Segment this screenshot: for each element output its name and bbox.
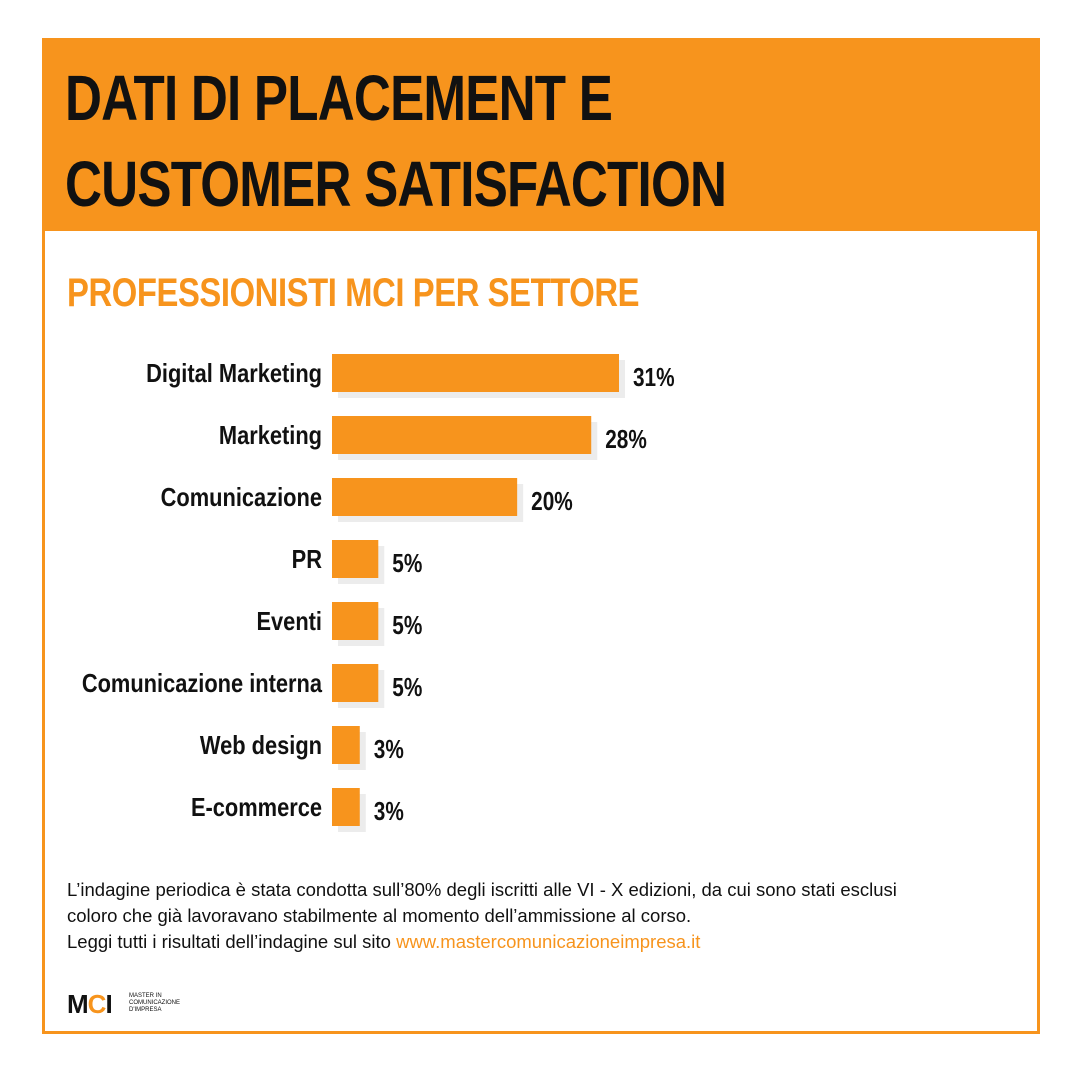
value-label: 28% [605, 425, 647, 454]
note-line-3: Leggi tutti i risultati dell’indagine su… [67, 929, 1027, 955]
bar [332, 478, 518, 516]
category-label: Comunicazione [161, 483, 322, 512]
value-label: 20% [531, 487, 573, 516]
bar [332, 726, 360, 764]
value-label: 5% [392, 611, 422, 640]
value-label: 3% [374, 735, 404, 764]
value-label: 5% [392, 549, 422, 578]
title-line-2: CUSTOMER SATISFACTION [65, 148, 727, 220]
header-banner: DATI DI PLACEMENT E CUSTOMER SATISFACTIO… [45, 41, 1037, 231]
note-line-1: L’indagine periodica è stata condotta su… [67, 879, 897, 900]
value-label: 31% [633, 363, 675, 392]
value-label: 5% [392, 673, 422, 702]
bar-chart: Digital Marketing 31% Marketing 28% Comunica… [82, 354, 675, 832]
logo-text: MASTER IN COMUNICAZIONE D'IMPRESA [129, 993, 180, 1013]
category-label: Eventi [256, 607, 322, 636]
title-line-1: DATI DI PLACEMENT E [65, 62, 613, 134]
logo-letter-c: C [87, 989, 107, 1019]
note-line-3-text: Leggi tutti i risultati dell’indagine su… [67, 931, 397, 952]
bar [332, 416, 592, 454]
logo-letter-i: I [105, 989, 112, 1019]
category-label: Digital Marketing [146, 359, 322, 388]
site-link[interactable]: www.mastercomunicazioneimpresa.it [396, 931, 701, 952]
category-label: PR [292, 545, 322, 574]
bar [332, 664, 379, 702]
note-line-2: coloro che già lavoravano stabilmente al… [67, 905, 692, 926]
logo-mark: MCI [67, 989, 113, 1020]
bar [332, 354, 619, 392]
infographic-frame: DATI DI PLACEMENT E CUSTOMER SATISFACTIO… [42, 38, 1040, 1034]
category-label: Marketing [219, 421, 322, 450]
chart-title: PROFESSIONISTI MCI PER SETTORE [67, 271, 640, 315]
logo-letter-m: M [67, 989, 89, 1019]
value-label: 3% [374, 797, 404, 826]
bar [332, 540, 379, 578]
category-label: E-commerce [191, 793, 322, 822]
bar [332, 602, 379, 640]
category-label: Web design [200, 731, 322, 760]
survey-note: L’indagine periodica è stata condotta su… [67, 877, 1027, 955]
category-label: Comunicazione interna [82, 669, 323, 698]
bar [332, 788, 360, 826]
